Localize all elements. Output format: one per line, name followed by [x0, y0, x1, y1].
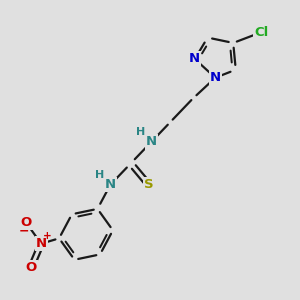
Text: O: O: [20, 216, 32, 229]
Text: O: O: [25, 261, 37, 274]
Text: H: H: [95, 169, 104, 180]
Text: N: N: [105, 178, 116, 191]
Text: N: N: [189, 52, 200, 65]
Text: N: N: [210, 71, 221, 84]
Text: Cl: Cl: [254, 26, 268, 39]
Text: H: H: [136, 127, 145, 137]
Text: S: S: [144, 178, 154, 191]
Text: N: N: [146, 136, 157, 148]
Text: −: −: [19, 224, 29, 237]
Text: N: N: [36, 237, 47, 250]
Text: +: +: [42, 231, 51, 241]
